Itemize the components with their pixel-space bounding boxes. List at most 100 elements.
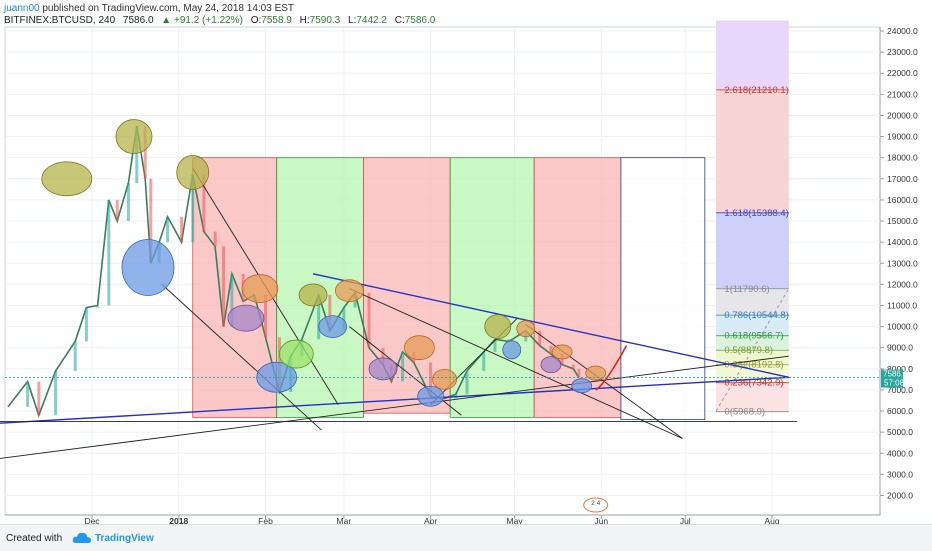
y-tick-label: 19000.0 xyxy=(887,132,918,142)
y-tick-label: 8000.0 xyxy=(887,364,913,374)
price-candle xyxy=(482,351,486,371)
y-tick-label: 7000.0 xyxy=(887,385,913,395)
ellipse-orange xyxy=(404,335,435,361)
x-tick-label: Jul xyxy=(680,516,691,524)
fib-band xyxy=(716,89,789,213)
price-candle xyxy=(429,362,433,397)
fib-level-label: 1.618(15388.4) xyxy=(724,208,788,219)
price-candle xyxy=(342,307,346,331)
price-candle xyxy=(37,381,41,416)
trend-line xyxy=(161,284,322,431)
zone-red-box xyxy=(533,157,622,418)
y-tick-label: 16000.0 xyxy=(887,195,918,205)
ellipse-orange xyxy=(585,365,607,381)
pattern-ellipses xyxy=(41,119,607,407)
author-link[interactable]: juann00 xyxy=(4,3,40,14)
price-candle xyxy=(107,199,111,306)
trend-line xyxy=(349,288,683,439)
y-tick-label: 11000.0 xyxy=(887,300,917,310)
price-candle xyxy=(73,341,77,371)
fib-band xyxy=(716,212,789,289)
ellipse-purple xyxy=(540,356,562,373)
y-tick-label: 12000.0 xyxy=(887,279,918,289)
y-tick-label: 18000.0 xyxy=(887,153,918,163)
x-tick-label: May xyxy=(507,516,524,524)
ellipse-olive xyxy=(298,283,328,307)
price-candle xyxy=(577,368,581,378)
footer-bar: Created with TradingView xyxy=(0,524,932,551)
y-tick-label: 6000.0 xyxy=(887,406,913,416)
price-chart[interactable]: 2000.0 3000.0 4000.0 5000.0 6000.0 7000.0 8000… xyxy=(0,0,932,524)
ellipse-olive xyxy=(484,314,512,339)
y-tick-label: 4000.0 xyxy=(887,448,913,458)
zone-green-box xyxy=(449,157,535,418)
ellipse-blue xyxy=(318,315,348,338)
event-flag-icon xyxy=(583,497,609,513)
ellipse-orange xyxy=(241,274,279,303)
price-candle xyxy=(222,246,226,327)
fib-band xyxy=(716,350,789,365)
ellipse-blue xyxy=(571,378,593,394)
price-candle xyxy=(507,339,511,342)
y-tick-label: 10000.0 xyxy=(887,322,918,332)
fib-level-label: 0.5(8879.8) xyxy=(724,345,773,356)
y-tick-label: 24000.0 xyxy=(887,26,918,36)
ellipse-olive xyxy=(115,119,153,154)
price-candle xyxy=(115,199,119,222)
ellipse-orange xyxy=(551,344,573,360)
price-candle xyxy=(381,347,385,365)
zone-white-box xyxy=(620,157,706,420)
price-candle xyxy=(571,364,575,369)
price-candle xyxy=(549,345,553,355)
tradingview-brand-link[interactable]: TradingView xyxy=(95,533,154,544)
last-price: 7586.0 xyxy=(122,15,154,26)
high-value: 7590.3 xyxy=(309,15,341,26)
price-candle xyxy=(230,273,234,327)
y-tick-label: 3000.0 xyxy=(887,469,913,479)
fib-level-label: 0.786(10544.8) xyxy=(724,310,788,321)
ellipse-orange xyxy=(335,279,364,303)
y-tick-label: 15000.0 xyxy=(887,216,918,226)
time-marker-tag xyxy=(881,378,903,388)
y-tick-label: 5000.0 xyxy=(887,427,913,437)
ellipse-orange xyxy=(516,320,536,338)
low-value: 7442.2 xyxy=(356,15,387,26)
close-value: 7586.0 xyxy=(404,15,436,26)
y-tick-label: 21000.0 xyxy=(887,89,918,99)
price-candle xyxy=(367,292,371,348)
x-tick-label: Mar xyxy=(337,516,352,524)
x-tick-label: Apr xyxy=(424,516,437,524)
current-price-tag xyxy=(881,369,903,379)
fib-band xyxy=(716,288,789,316)
price-candle xyxy=(166,216,170,243)
y-tick-label: 22000.0 xyxy=(887,68,918,78)
fib-level-label: 0.618(9566.7) xyxy=(724,331,783,342)
price-candle xyxy=(84,307,88,342)
ellipse-blue xyxy=(502,340,522,360)
ellipse-blue xyxy=(121,239,175,296)
symbol-label: BITFINEX:BTCUSD, 240 xyxy=(4,15,116,26)
fib-level-label: 0.382(8192.8) xyxy=(724,360,783,371)
x-tick-label: Dec xyxy=(84,516,100,524)
price-candle xyxy=(26,381,30,407)
current-price-label: 7586.0 xyxy=(883,370,908,379)
ellipse-orange xyxy=(432,368,457,390)
price-candle xyxy=(328,294,332,331)
tradingview-cloud-icon xyxy=(72,532,91,543)
open-label: O: xyxy=(250,15,262,26)
low-label: L: xyxy=(348,15,357,26)
price-candle xyxy=(96,305,100,308)
ellipse-olive xyxy=(41,161,93,197)
x-tick-label: Aug xyxy=(764,516,779,524)
price-candle xyxy=(401,351,405,382)
event-badge-label: 2 4 xyxy=(591,500,600,507)
price-candle xyxy=(202,174,206,232)
close-label: C: xyxy=(394,15,405,26)
x-tick-label: 2018 xyxy=(169,516,188,524)
y-tick-label: 9000.0 xyxy=(887,343,913,353)
published-text: published on TradingView.com, May 24, 20… xyxy=(42,3,295,14)
price-candle xyxy=(538,330,542,346)
price-candle xyxy=(191,174,195,243)
price-candle xyxy=(213,231,217,247)
fib-band xyxy=(716,335,789,351)
